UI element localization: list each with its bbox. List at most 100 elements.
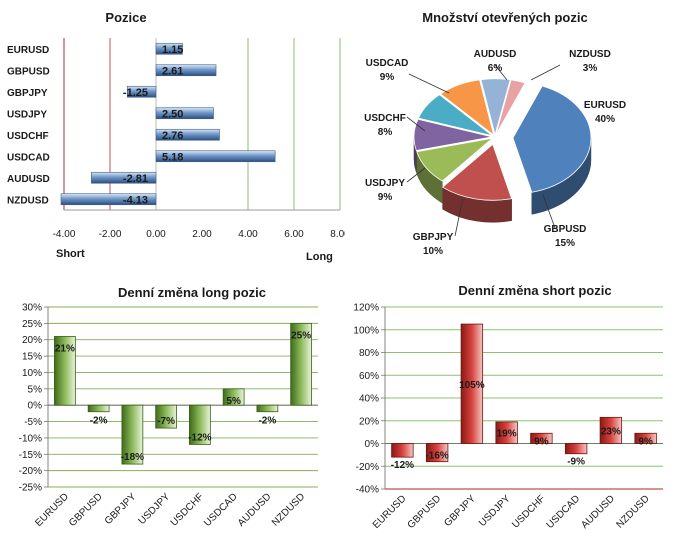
y-tick-label: 40% [359, 394, 379, 405]
category-label: USDJPY [477, 493, 513, 529]
bar [91, 171, 157, 184]
y-tick-label: 100% [353, 325, 379, 336]
pie-slice [416, 137, 494, 182]
pie-slice [417, 94, 493, 137]
long-change-chart-title: Denní změna long pozic [118, 285, 266, 300]
pie-slice-label: USDCAD [366, 58, 409, 69]
category-label: NZDUSD [7, 195, 49, 206]
category-label: AUDUSD [7, 174, 50, 185]
open-positions-chart-title: Množství otevřených pozic [422, 10, 587, 25]
pie-slice-percent: 9% [380, 72, 395, 83]
category-label: USDCHF [510, 493, 547, 530]
pie-slice [512, 85, 592, 193]
y-tick-label: -15% [19, 450, 42, 461]
x-tick-label: 6.00 [284, 229, 304, 240]
x-tick-label: 8.00 [330, 229, 345, 240]
y-tick-label: 0% [28, 401, 43, 412]
y-tick-label: 10% [22, 368, 42, 379]
short-change-chart-title: Denní změna short pozic [458, 283, 611, 298]
pie-slice [413, 118, 493, 151]
pie-leader-line [494, 64, 508, 81]
long-label: Long [306, 251, 333, 263]
bar [634, 432, 657, 444]
x-tick-label: 2.00 [192, 229, 212, 240]
data-label: 5% [226, 396, 241, 407]
data-label: -4.13 [123, 194, 148, 206]
x-tick-label: 0.00 [146, 229, 166, 240]
category-label: USDCAD [202, 491, 240, 529]
positions-chart-title: Pozice [105, 10, 146, 25]
category-label: USDCAD [545, 493, 583, 531]
bar [599, 416, 623, 444]
data-label: 105% [459, 380, 485, 391]
data-label: -2% [90, 416, 108, 427]
category-label: NZDUSD [270, 491, 307, 528]
data-label: 19% [497, 429, 517, 440]
pie-slice-percent: 15% [555, 238, 575, 249]
x-tick-label: 4.00 [238, 229, 258, 240]
category-label: GBPUSD [406, 493, 444, 531]
data-label: 21% [55, 343, 75, 354]
y-tick-label: -10% [19, 433, 42, 444]
open-positions-chart-panel: Množství otevřených pozic EURUSD 40% GBPUS… [345, 0, 673, 265]
y-tick-label: -20% [19, 466, 42, 477]
bar [460, 323, 484, 444]
pie-slice-label: NZDUSD [569, 49, 611, 60]
y-tick-label: 25% [22, 319, 42, 330]
pie-leader-line [408, 73, 450, 94]
y-tick-label: 15% [22, 352, 42, 363]
bar [425, 443, 449, 463]
data-label: -12% [188, 432, 211, 443]
data-label: -12% [391, 460, 414, 471]
y-tick-label: 120% [353, 303, 379, 314]
long-change-chart-panel: Denní změna long pozic -25% -20% -15% -10% -… [0, 275, 345, 543]
data-label: 5.18 [162, 151, 183, 163]
pie-slice-label: GBPUSD [544, 224, 587, 235]
category-label: USDCHF [169, 491, 206, 528]
pie-slice-percent: 40% [595, 114, 615, 125]
pie-slice [441, 143, 513, 201]
pie-leader-line [406, 167, 426, 183]
short-change-chart: Denní změna short pozic -40% -20% 0% 20% 40%… [353, 283, 663, 531]
bar [189, 404, 211, 445]
pie-leader-line [454, 197, 464, 237]
data-label: -18% [121, 452, 144, 463]
category-label: USDCAD [7, 152, 50, 163]
y-tick-label: 60% [359, 371, 379, 382]
pie-leader-line [542, 194, 556, 229]
bar [60, 193, 157, 206]
bar [256, 404, 279, 413]
data-label: -16% [425, 451, 448, 462]
pie-leader-line [406, 116, 426, 132]
pie-slice-percent: 8% [378, 127, 393, 138]
category-label: USDCHF [7, 131, 49, 142]
data-label: 1.15 [162, 44, 183, 56]
bar [87, 404, 110, 413]
category-label: GBPUSD [67, 491, 105, 529]
y-tick-label: 80% [359, 348, 379, 359]
bar [290, 322, 312, 406]
data-label: -2.81 [123, 173, 148, 185]
pie-leader-line [530, 64, 561, 81]
bar [495, 421, 518, 444]
y-tick-label: 20% [359, 416, 379, 427]
pie-slice-label: GBPJPY [413, 232, 454, 243]
data-label: 2.61 [162, 65, 183, 77]
positions-chart: Pozice Short Long -4.00 -2.00 0.00 2.00 4.00… [7, 10, 345, 263]
pie-slice-label: USDCHF [364, 113, 406, 124]
y-tick-label: 5% [28, 384, 43, 395]
category-label: USDJPY [137, 491, 173, 527]
pie-slice-percent: 10% [423, 246, 443, 257]
bar [54, 336, 76, 406]
bar [222, 388, 245, 406]
positions-chart-panel: Pozice Short Long -4.00 -2.00 0.00 2.00 4.00… [0, 0, 345, 265]
bar [155, 64, 217, 77]
category-label: GBPUSD [7, 66, 50, 77]
short-label: Short [56, 248, 85, 260]
bar [126, 85, 157, 98]
long-change-chart: Denní změna long pozic -25% -20% -15% -10% -… [19, 285, 318, 529]
bar [530, 432, 553, 444]
y-tick-label: -25% [19, 483, 42, 494]
data-label: -7% [157, 416, 175, 427]
bar [155, 107, 214, 120]
